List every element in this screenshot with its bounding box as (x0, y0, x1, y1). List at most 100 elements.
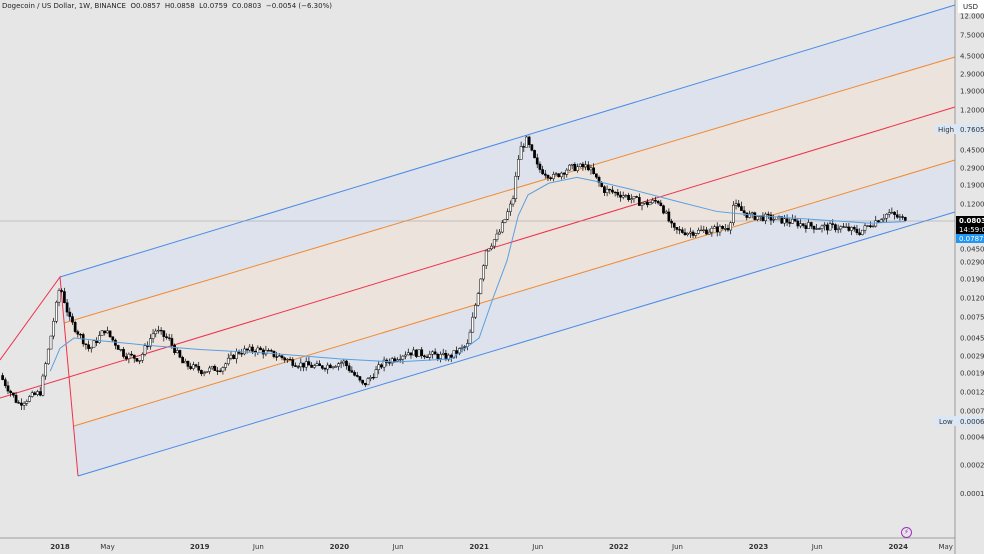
bar-countdown: 14:59:00 (959, 226, 984, 234)
ma-value: 0.0787 (959, 235, 984, 243)
candle-body (350, 370, 354, 373)
candle-body (449, 354, 453, 358)
candle-body (750, 212, 754, 215)
candle-body (801, 223, 805, 226)
symbol-name[interactable]: Dogecoin / US Dollar, 1W, BINANCE (2, 2, 126, 10)
price-tick-label: 0.0002 (960, 462, 984, 470)
price-axis[interactable] (955, 13, 984, 538)
currency-label[interactable]: USD (958, 0, 984, 13)
price-tick-label: 0.4500 (960, 147, 984, 155)
candle-body (175, 350, 179, 353)
candle-body (756, 216, 759, 220)
candle-body (877, 220, 880, 223)
price-tick-label: 0.0120 (960, 295, 984, 303)
candle-body (648, 202, 652, 206)
candle-body (538, 163, 542, 170)
ohlc-change: −0.0054 (−6.30%) (265, 2, 332, 10)
candle-body (167, 337, 171, 339)
candle-body (611, 189, 614, 193)
candle-body (439, 354, 442, 359)
candle-body (14, 394, 18, 403)
candle-body (871, 225, 875, 228)
candle-body (823, 224, 827, 227)
candle-body (764, 213, 767, 221)
lightning-icon[interactable]: ⚡ (901, 527, 912, 538)
candle-body (678, 229, 681, 231)
candle-body (748, 213, 751, 218)
candle-body (130, 353, 133, 356)
candle-body (557, 173, 561, 178)
candle-body (423, 355, 426, 358)
candle-body (675, 227, 679, 230)
candle-body (283, 357, 287, 361)
candle-body (294, 365, 297, 367)
candle-body (363, 382, 367, 386)
candle-body (197, 366, 201, 371)
price-tick-label: 1.9000 (960, 88, 984, 96)
candle-body (183, 360, 187, 364)
candle-body (815, 228, 818, 230)
candle-body (562, 172, 566, 175)
candle-body (132, 354, 136, 359)
candle-body (286, 358, 289, 361)
candle-body (613, 191, 617, 194)
price-tick-label: 0.0450 (960, 246, 984, 254)
fork-median-line (0, 106, 956, 399)
candle-body (380, 364, 383, 368)
candle-body (723, 228, 727, 230)
candle-body (92, 340, 96, 348)
candle-body (694, 233, 698, 236)
pitchfork-drawing[interactable] (0, 4, 956, 477)
candle-body (337, 363, 340, 367)
candle-body (63, 291, 66, 303)
candle-body (707, 231, 711, 235)
candle-body (662, 205, 665, 214)
candle-body (503, 218, 507, 223)
candle-body (248, 346, 252, 351)
candle-body (842, 226, 845, 228)
fork-handle (0, 275, 79, 477)
candle-body (143, 345, 147, 355)
candle-body (490, 245, 493, 250)
candle-body (353, 372, 356, 376)
candle-body (417, 349, 421, 357)
candle-body (839, 226, 843, 230)
candle-body (855, 228, 859, 233)
candle-body (651, 199, 655, 204)
candle-body (355, 375, 359, 377)
candle-body (302, 362, 305, 368)
candle-body (275, 356, 278, 358)
time-tick-label: 2021 (469, 543, 489, 551)
candle-body (893, 211, 896, 215)
candle-body (404, 354, 407, 357)
candle-body (791, 218, 794, 224)
candle-body (506, 211, 510, 220)
candle-body (229, 354, 233, 359)
price-tick-label: 0.0029 (960, 352, 984, 360)
price-tick-label: 4.5000 (960, 53, 984, 61)
price-tick-label: 0.0007 (960, 408, 984, 416)
candle-body (812, 225, 816, 230)
candle-body (659, 202, 663, 206)
candle-body (517, 159, 520, 177)
candle-body (342, 360, 346, 364)
candle-body (433, 351, 437, 355)
candle-body (135, 358, 139, 362)
candle-body (826, 224, 829, 231)
price-tick-label: 0.0004 (960, 433, 984, 441)
candle-body (202, 372, 206, 375)
candle-body (732, 204, 735, 224)
candle-body (106, 330, 109, 334)
candle-body (414, 349, 418, 357)
price-tick-label: 0.0290 (960, 258, 984, 266)
candle-body (834, 224, 837, 231)
candle-body (543, 173, 547, 176)
candle-body (116, 345, 120, 350)
candle-body (315, 363, 319, 366)
candle-body (605, 188, 609, 193)
candle-body (745, 212, 749, 218)
fork-zone-upper (60, 5, 955, 323)
candle-body (895, 214, 899, 218)
